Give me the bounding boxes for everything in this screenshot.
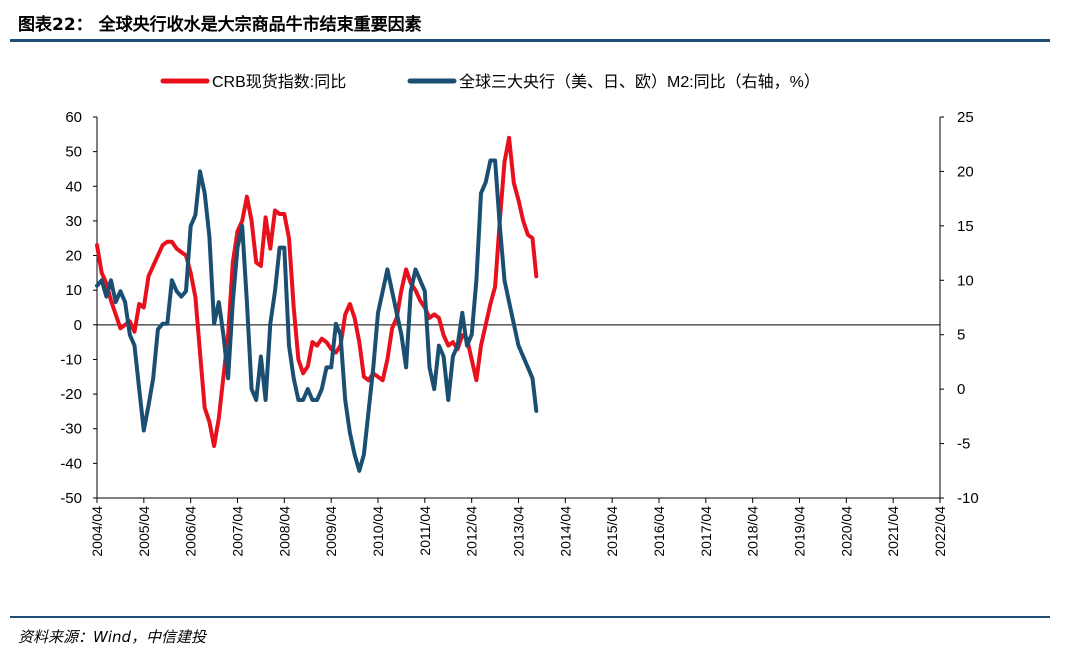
x-tick-label: 2007/04 <box>230 506 246 557</box>
left-tick-label: -50 <box>60 490 82 507</box>
legend-label: 全球三大央行（美、日、欧）M2:同比（右轴，%） <box>459 73 820 91</box>
right-tick-label: -5 <box>957 436 970 453</box>
right-tick-label: 15 <box>957 218 974 235</box>
x-tick-label: 2013/04 <box>511 506 527 557</box>
x-tick-label: 2014/04 <box>557 506 573 557</box>
x-tick-label: 2012/04 <box>464 506 480 557</box>
series-layer <box>95 135 539 473</box>
left-tick-label: 60 <box>65 109 82 126</box>
legend-label: CRB现货指数:同比 <box>212 73 346 91</box>
left-tick-label: 10 <box>65 282 82 299</box>
left-tick-label: 20 <box>65 248 82 265</box>
x-tick-label: 2017/04 <box>698 506 714 557</box>
x-tick-label: 2019/04 <box>792 506 808 557</box>
legend: CRB现货指数:同比 全球三大央行（美、日、欧）M2:同比（右轴，%） <box>160 73 820 91</box>
left-tick-label: 40 <box>65 178 82 195</box>
figure-title: 图表22： 全球央行收水是大宗商品牛市结束重要因素 <box>18 15 422 35</box>
x-tick-label: 2004/04 <box>89 506 105 557</box>
left-tick-label: -10 <box>60 351 82 368</box>
x-tick-label: 2021/04 <box>885 506 901 557</box>
x-tick-label: 2008/04 <box>276 506 292 557</box>
right-tick-label: -10 <box>957 490 979 507</box>
x-tick-label: 2005/04 <box>136 506 152 557</box>
right-tick-label: 5 <box>957 327 965 344</box>
x-tick-label: 2006/04 <box>183 506 199 557</box>
right-tick-label: 10 <box>957 272 974 289</box>
right-tick-label: 0 <box>957 381 965 398</box>
footer-rule <box>10 616 1050 618</box>
x-tick-label: 2020/04 <box>838 506 854 557</box>
left-tick-label: 0 <box>74 317 82 334</box>
right-tick-label: 25 <box>957 109 974 126</box>
x-tick-label: 2010/04 <box>370 506 386 557</box>
left-tick-label: -20 <box>60 386 82 403</box>
left-tick-label: 30 <box>65 213 82 230</box>
x-tick-label: 2011/04 <box>417 506 433 556</box>
title-rule <box>10 39 1050 42</box>
left-tick-label: -30 <box>60 421 82 438</box>
left-tick-label: 50 <box>65 144 82 161</box>
source-note: 资料来源：Wind，中信建投 <box>18 628 207 646</box>
x-tick-label: 2018/04 <box>745 506 761 557</box>
right-tick-label: 20 <box>957 163 974 180</box>
series-line-m2 <box>95 158 539 473</box>
left-tick-label: -40 <box>60 455 82 472</box>
axes: 6050403020100-10-20-30-40-502520151050-5… <box>60 109 978 557</box>
x-tick-label: 2016/04 <box>651 506 667 557</box>
x-tick-label: 2015/04 <box>604 506 620 557</box>
x-tick-label: 2022/04 <box>932 506 948 557</box>
x-tick-label: 2009/04 <box>323 506 339 557</box>
